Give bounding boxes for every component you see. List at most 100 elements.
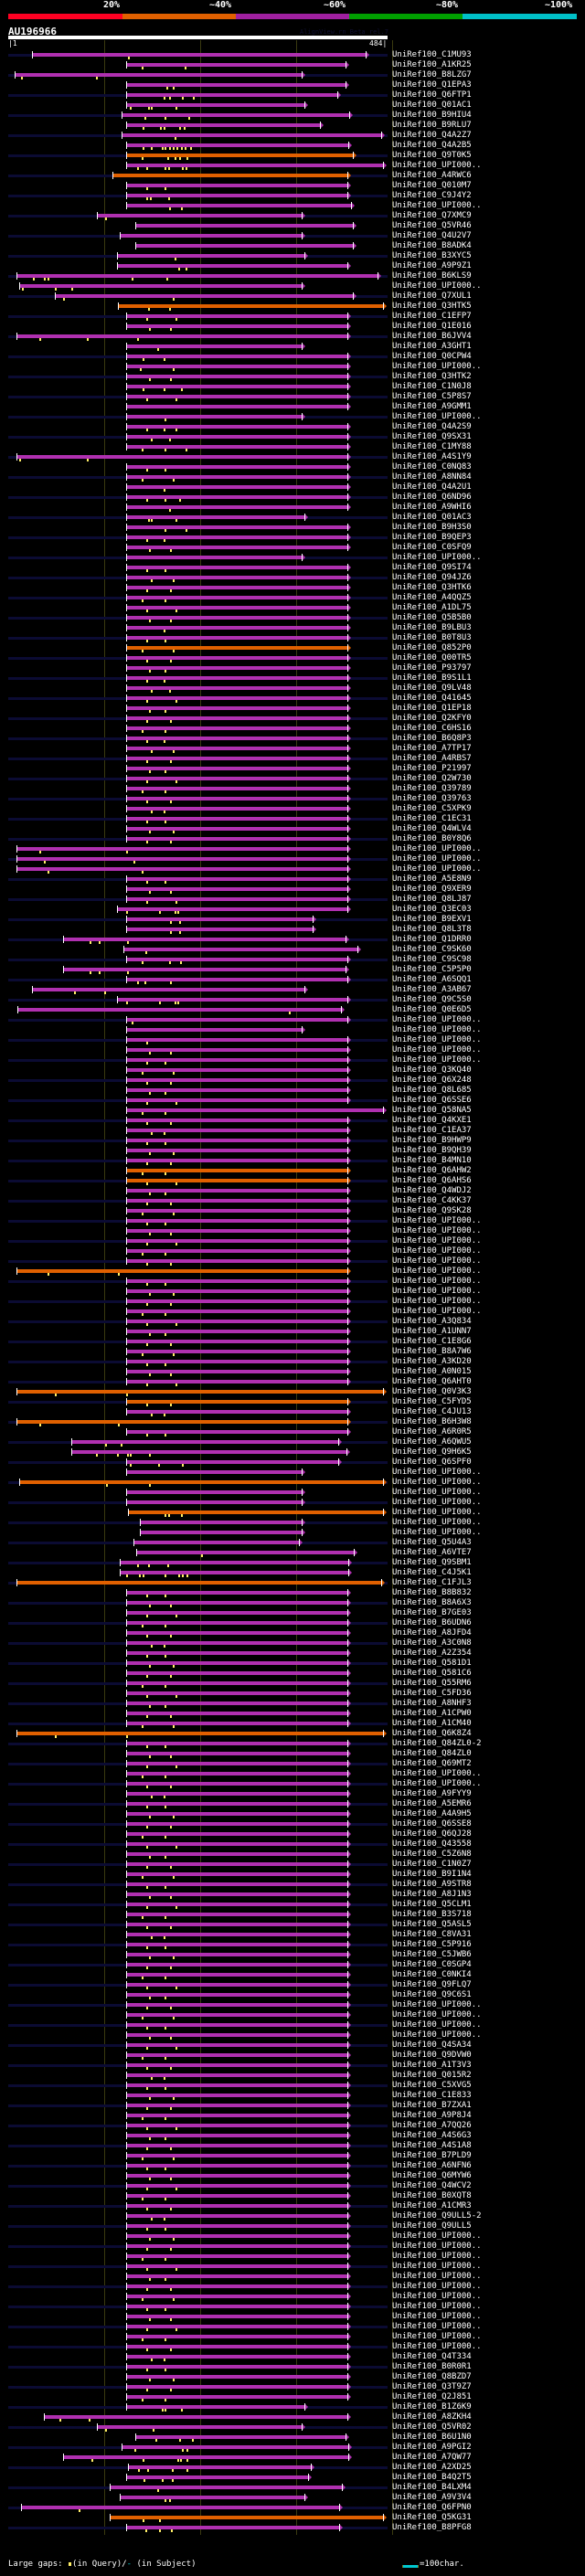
hit-label[interactable]: UniRef100_UPI000.. (392, 161, 482, 170)
hit-label[interactable]: UniRef100_A1CMR3 (392, 2201, 472, 2210)
hit-row[interactable]: UniRef100_A1CPW0 (0, 1709, 585, 1719)
hit-row[interactable]: UniRef100_A1KR25 (0, 60, 585, 70)
hit-label[interactable]: UniRef100_Q69MT2 (392, 1759, 472, 1768)
hit-row[interactable]: UniRef100_Q9DVW0 (0, 2051, 585, 2061)
hit-label[interactable]: UniRef100_Q01AC1 (392, 101, 472, 110)
hit-row[interactable]: UniRef100_Q6SPF0 (0, 1458, 585, 1468)
hit-row[interactable]: UniRef100_Q8L3T8 (0, 925, 585, 935)
hit-label[interactable]: UniRef100_A3C0N8 (392, 1638, 472, 1648)
hit-label[interactable]: UniRef100_UPI000.. (392, 1246, 482, 1256)
hit-label[interactable]: UniRef100_A6SQQ1 (392, 975, 472, 984)
hit-row[interactable]: UniRef100_C5FYD5 (0, 1397, 585, 1407)
hit-row[interactable]: UniRef100_C5Z6N8 (0, 1850, 585, 1860)
hit-label[interactable]: UniRef100_B9EXV1 (392, 915, 472, 924)
hit-row[interactable]: UniRef100_A7TP17 (0, 744, 585, 754)
hit-label[interactable]: UniRef100_A9WHI6 (392, 503, 472, 512)
hit-label[interactable]: UniRef100_Q6SSE6 (392, 1096, 472, 1105)
hit-label[interactable]: UniRef100_C8VA31 (392, 1930, 472, 1939)
hit-row[interactable]: UniRef100_Q5KG31 (0, 2513, 585, 2523)
hit-row[interactable]: UniRef100_A9PGI2 (0, 2443, 585, 2453)
hit-row[interactable]: UniRef100_C4J5K1 (0, 1568, 585, 1578)
hit-row[interactable]: UniRef100_A0N015 (0, 1367, 585, 1377)
hit-label[interactable]: UniRef100_Q3HTK6 (392, 583, 472, 592)
hit-label[interactable]: UniRef100_UPI000.. (392, 2030, 482, 2040)
hit-label[interactable]: UniRef100_C1MU93 (392, 50, 472, 59)
hit-row[interactable]: UniRef100_A6VTE7 (0, 1548, 585, 1558)
hit-row[interactable]: UniRef100_UPI000.. (0, 1297, 585, 1307)
hit-row[interactable]: UniRef100_B8PFG8 (0, 2523, 585, 2533)
hit-label[interactable]: UniRef100_UPI000.. (392, 362, 482, 371)
hit-row[interactable]: UniRef100_UPI000.. (0, 1468, 585, 1478)
hit-row[interactable]: UniRef100_Q1E016 (0, 322, 585, 332)
hit-row[interactable]: UniRef100_UPI000.. (0, 1528, 585, 1538)
hit-label[interactable]: UniRef100_Q6AHW2 (392, 1166, 472, 1175)
hit-label[interactable]: UniRef100_UPI000.. (392, 553, 482, 562)
hit-label[interactable]: UniRef100_B4MN10 (392, 1156, 472, 1165)
hit-row[interactable]: UniRef100_C9SK60 (0, 945, 585, 955)
hit-label[interactable]: UniRef100_A1CPW0 (392, 1709, 472, 1718)
hit-label[interactable]: UniRef100_C5FD36 (392, 1689, 472, 1698)
hit-label[interactable]: UniRef100_Q2W730 (392, 774, 472, 783)
hit-row[interactable]: UniRef100_UPI000.. (0, 2332, 585, 2342)
hit-label[interactable]: UniRef100_UPI000.. (392, 1256, 482, 1266)
hit-row[interactable]: UniRef100_UPI000.. (0, 1025, 585, 1035)
hit-label[interactable]: UniRef100_A8J1N3 (392, 1890, 472, 1899)
hit-label[interactable]: UniRef100_B9S1L1 (392, 673, 472, 683)
hit-row[interactable]: UniRef100_Q6AHS6 (0, 1176, 585, 1186)
hit-label[interactable]: UniRef100_C0SFQ9 (392, 543, 472, 552)
hit-row[interactable]: UniRef100_A9GMM1 (0, 402, 585, 412)
hit-row[interactable]: UniRef100_Q3KQ40 (0, 1065, 585, 1076)
hit-label[interactable]: UniRef100_Q9SX31 (392, 432, 472, 441)
hit-label[interactable]: UniRef100_B6KLS9 (392, 271, 472, 281)
hit-label[interactable]: UniRef100_A0N015 (392, 1367, 472, 1376)
hit-label[interactable]: UniRef100_B3S718 (392, 1910, 472, 1919)
hit-label[interactable]: UniRef100_Q1E016 (392, 322, 472, 331)
hit-label[interactable]: UniRef100_C9SC98 (392, 955, 472, 964)
hit-label[interactable]: UniRef100_C0NKI4 (392, 1970, 472, 1979)
hit-label[interactable]: UniRef100_UPI000.. (392, 2302, 482, 2311)
hit-row[interactable]: UniRef100_UPI000.. (0, 1045, 585, 1055)
hit-label[interactable]: UniRef100_C1EA37 (392, 1126, 472, 1135)
hit-label[interactable]: UniRef100_Q9ULL5-2 (392, 2211, 482, 2221)
hit-row[interactable]: UniRef100_Q1EPA3 (0, 80, 585, 90)
hit-row[interactable]: UniRef100_Q7XMC9 (0, 211, 585, 221)
hit-row[interactable]: UniRef100_UPI000.. (0, 2010, 585, 2020)
hit-label[interactable]: UniRef100_Q8BZD7 (392, 2372, 472, 2381)
hit-label[interactable]: UniRef100_Q1EP18 (392, 704, 472, 713)
hit-label[interactable]: UniRef100_B7GE03 (392, 1608, 472, 1617)
hit-label[interactable]: UniRef100_Q3T9Z7 (392, 2382, 472, 2391)
hit-label[interactable]: UniRef100_Q0CPW4 (392, 352, 472, 361)
hit-row[interactable]: UniRef100_A9STR8 (0, 1880, 585, 1890)
hit-row[interactable]: UniRef100_B7ZXA1 (0, 2101, 585, 2111)
hit-label[interactable]: UniRef100_B9I1N4 (392, 1870, 472, 1879)
hit-row[interactable]: UniRef100_Q84ZL0 (0, 1749, 585, 1759)
hit-row[interactable]: UniRef100_Q3HTK2 (0, 372, 585, 382)
hit-label[interactable]: UniRef100_Q9C6S1 (392, 1990, 472, 1999)
hit-label[interactable]: UniRef100_Q6MYW6 (392, 2171, 472, 2180)
hit-label[interactable]: UniRef100_C1E833 (392, 2091, 472, 2100)
hit-label[interactable]: UniRef100_B9HWP9 (392, 1136, 472, 1145)
hit-label[interactable]: UniRef100_Q39789 (392, 784, 472, 793)
hit-row[interactable]: UniRef100_A7QW77 (0, 2453, 585, 2463)
hit-label[interactable]: UniRef100_C5FYD5 (392, 1397, 472, 1406)
hit-row[interactable]: UniRef100_A1DL75 (0, 603, 585, 613)
hit-label[interactable]: UniRef100_A5E8N9 (392, 875, 472, 884)
hit-row[interactable]: UniRef100_Q5U4A3 (0, 1538, 585, 1548)
hit-label[interactable]: UniRef100_UPI000.. (392, 2342, 482, 2351)
hit-label[interactable]: UniRef100_C1N0Z7 (392, 1860, 472, 1869)
hit-row[interactable]: UniRef100_B8LZG7 (0, 70, 585, 80)
hit-row[interactable]: UniRef100_UPI000.. (0, 201, 585, 211)
hit-label[interactable]: UniRef100_UPI000.. (392, 1045, 482, 1055)
hit-row[interactable]: UniRef100_C1EA37 (0, 1126, 585, 1136)
hit-row[interactable]: UniRef100_A3C0N8 (0, 1638, 585, 1648)
hit-row[interactable]: UniRef100_UPI000.. (0, 1769, 585, 1779)
hit-label[interactable]: UniRef100_Q9ULL5 (392, 2221, 472, 2231)
hit-row[interactable]: UniRef100_UPI000.. (0, 2252, 585, 2262)
hit-label[interactable]: UniRef100_Q852P0 (392, 643, 472, 652)
hit-row[interactable]: UniRef100_C5P5P0 (0, 965, 585, 975)
hit-row[interactable]: UniRef100_Q6SSE8 (0, 1819, 585, 1829)
hit-row[interactable]: UniRef100_C5XVG5 (0, 2081, 585, 2091)
hit-label[interactable]: UniRef100_C4KK37 (392, 1196, 472, 1205)
hit-label[interactable]: UniRef100_P21997 (392, 764, 472, 773)
hit-label[interactable]: UniRef100_Q6AHT0 (392, 1377, 472, 1386)
